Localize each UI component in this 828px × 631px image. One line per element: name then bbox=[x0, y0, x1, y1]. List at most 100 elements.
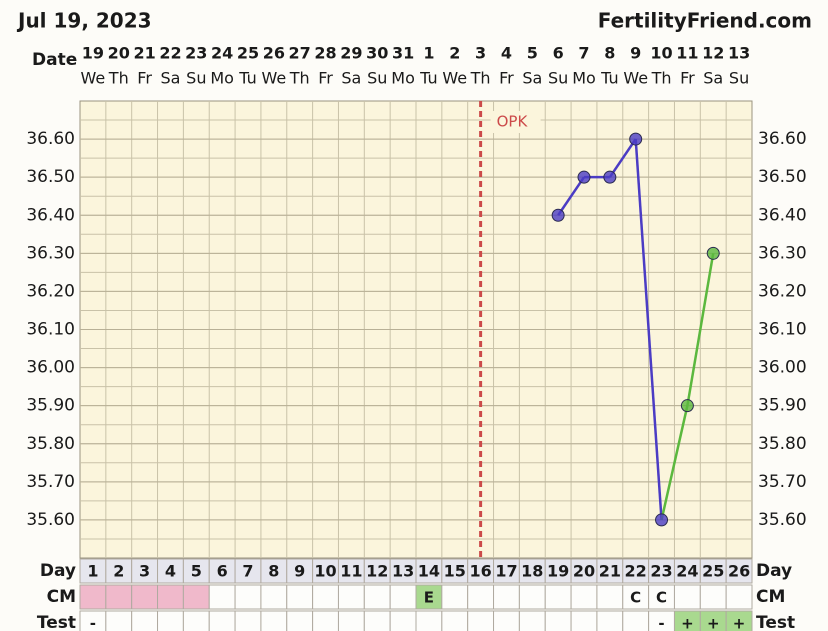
y-tick-label-right: 36.10 bbox=[758, 320, 807, 340]
weekday-label: Th bbox=[470, 69, 491, 88]
weekday-label: Th bbox=[651, 69, 672, 88]
day-cell-text: 23 bbox=[650, 562, 672, 581]
date-label: 8 bbox=[604, 44, 615, 63]
day-cell-text: 1 bbox=[87, 562, 98, 581]
y-tick-label: 36.00 bbox=[26, 358, 75, 378]
cm-cell bbox=[673, 584, 701, 610]
date-label: 23 bbox=[185, 44, 207, 63]
test-cell bbox=[622, 610, 650, 631]
day-cell bbox=[725, 558, 753, 584]
cm-cell-text: C bbox=[656, 589, 667, 607]
day-cell-text: 22 bbox=[625, 562, 647, 581]
y-tick-label: 36.60 bbox=[26, 129, 75, 149]
day-cell bbox=[312, 558, 339, 584]
temp-line bbox=[660, 405, 689, 521]
weekday-label: Mo bbox=[210, 69, 234, 88]
y-tick-label-right: 36.00 bbox=[758, 358, 807, 378]
temp-point bbox=[577, 170, 591, 184]
date-label: 21 bbox=[133, 44, 155, 63]
test-cell bbox=[234, 610, 262, 631]
cm-cell bbox=[312, 584, 339, 610]
cm-cell bbox=[467, 584, 495, 610]
cm-cell bbox=[441, 584, 469, 610]
day-cell bbox=[337, 558, 365, 584]
date-label: 19 bbox=[82, 44, 104, 63]
temp-line bbox=[557, 176, 586, 216]
date-label: 5 bbox=[527, 44, 538, 63]
day-cell-text: 25 bbox=[702, 562, 724, 581]
y-tick-label-right: 36.30 bbox=[758, 243, 807, 263]
day-cell bbox=[208, 558, 236, 584]
y-tick-label: 36.50 bbox=[26, 167, 75, 187]
test-cell bbox=[363, 610, 391, 631]
test-cell bbox=[157, 610, 184, 631]
test-row-label: Test bbox=[37, 613, 76, 631]
test-cell-text: + bbox=[707, 615, 720, 631]
temp-line bbox=[608, 138, 637, 178]
date-label: 9 bbox=[630, 44, 641, 63]
day-cell bbox=[467, 558, 495, 584]
date-label: 10 bbox=[650, 44, 672, 63]
test-cell-text: - bbox=[658, 615, 664, 631]
date-label: 1 bbox=[423, 44, 434, 63]
test-cell bbox=[105, 610, 133, 631]
weekday-label: Sa bbox=[341, 69, 361, 88]
day-cell bbox=[570, 558, 598, 584]
day-cell bbox=[493, 558, 520, 584]
cm-cell bbox=[286, 584, 314, 610]
cm-cell bbox=[544, 584, 572, 610]
y-tick-label: 35.80 bbox=[26, 434, 75, 454]
date-label: 20 bbox=[108, 44, 130, 63]
test-cell bbox=[208, 610, 236, 631]
site-name: FertilityFriend.com bbox=[598, 9, 812, 33]
date-label: Date bbox=[32, 50, 77, 70]
date-label: 2 bbox=[449, 44, 460, 63]
day-row-label: Day bbox=[40, 561, 76, 581]
weekday-label: Tu bbox=[238, 69, 256, 88]
cm-cell bbox=[389, 584, 417, 610]
temp-line bbox=[634, 138, 663, 521]
weekday-label: Mo bbox=[572, 69, 596, 88]
test-cell bbox=[725, 610, 753, 631]
day-cell-text: 9 bbox=[294, 562, 305, 581]
day-cell-text: 12 bbox=[366, 562, 388, 581]
day-cell bbox=[157, 558, 184, 584]
test-cell bbox=[389, 610, 417, 631]
temp-point bbox=[655, 513, 669, 527]
chart-date: Jul 19, 2023 bbox=[16, 9, 152, 33]
cm-cell bbox=[493, 584, 520, 610]
day-cell bbox=[182, 558, 210, 584]
y-tick-label: 36.10 bbox=[26, 320, 75, 340]
day-row-label-right: Day bbox=[756, 561, 792, 581]
cm-cell bbox=[596, 584, 624, 610]
weekday-label: Fr bbox=[318, 69, 333, 88]
test-cell bbox=[518, 610, 546, 631]
weekday-label: Tu bbox=[600, 69, 618, 88]
weekday-label: We bbox=[261, 69, 286, 88]
date-label: 11 bbox=[676, 44, 698, 63]
weekday-label: Su bbox=[367, 69, 387, 88]
day-cell-text: 17 bbox=[495, 562, 517, 581]
weekday-label: Su bbox=[186, 69, 206, 88]
date-label: 26 bbox=[263, 44, 285, 63]
cm-cell bbox=[260, 584, 288, 610]
y-tick-label-right: 36.40 bbox=[758, 205, 807, 225]
weekday-label: We bbox=[81, 69, 106, 88]
y-tick-label-right: 35.70 bbox=[758, 472, 807, 492]
day-cell-text: 7 bbox=[242, 562, 253, 581]
test-cell bbox=[312, 610, 339, 631]
weekday-label: Fr bbox=[137, 69, 152, 88]
test-cell-text: - bbox=[90, 615, 96, 631]
day-cell-text: 11 bbox=[340, 562, 362, 581]
weekday-label: Th bbox=[289, 69, 310, 88]
day-cell bbox=[648, 558, 675, 584]
weekday-label: Fr bbox=[499, 69, 514, 88]
test-cell bbox=[441, 610, 469, 631]
day-cell-text: 8 bbox=[268, 562, 279, 581]
day-cell bbox=[699, 558, 727, 584]
day-cell-text: 2 bbox=[113, 562, 124, 581]
day-cell bbox=[415, 558, 443, 584]
test-cell bbox=[596, 610, 624, 631]
date-label: 27 bbox=[289, 44, 311, 63]
